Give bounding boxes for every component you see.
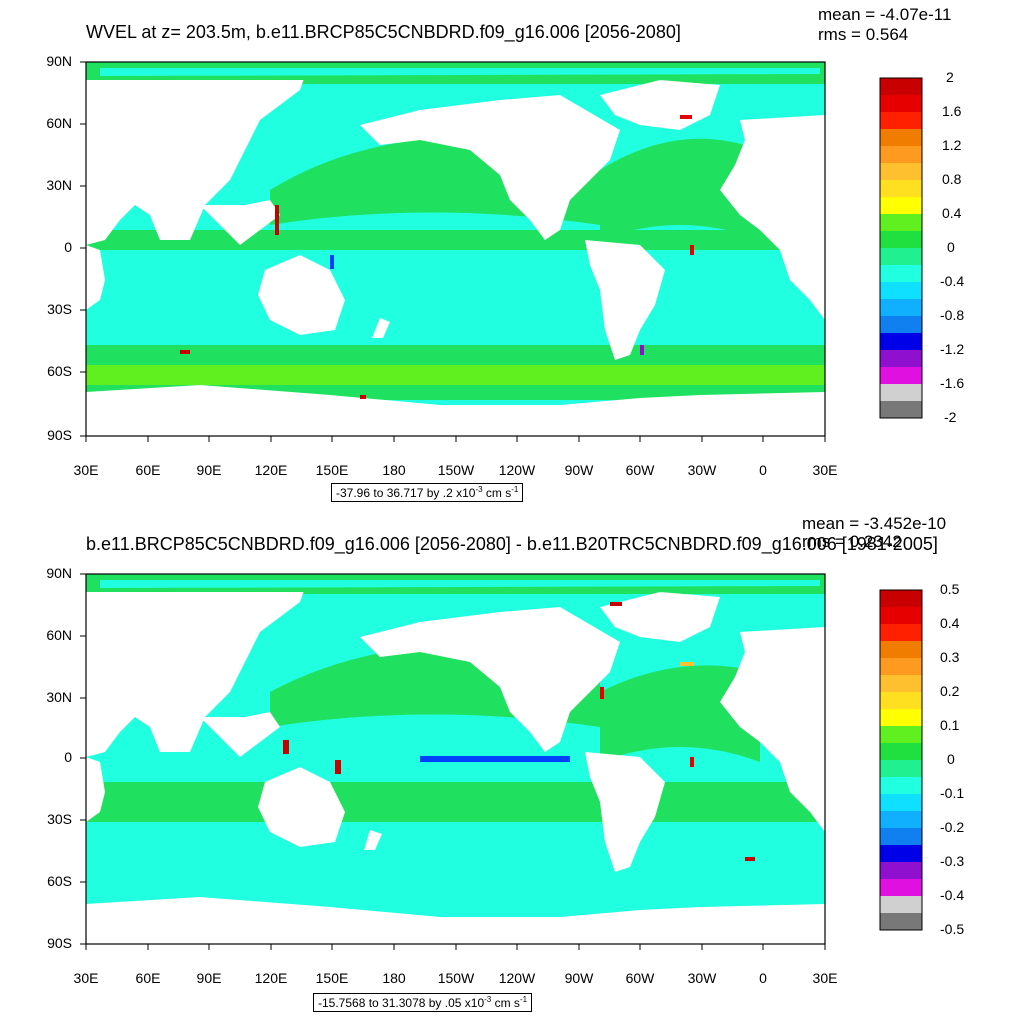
colorbar-label: 1.6 — [942, 103, 962, 119]
lat-label: 30S — [47, 811, 72, 827]
contour-caption: -37.96 to 36.717 by .2 x10-3 cm s-1 — [331, 483, 524, 502]
panel-top: WVEL at z= 203.5m, b.e11.BRCP85C5CNBDRD.… — [46, 5, 965, 502]
lon-label: 150W — [437, 970, 475, 986]
lon-label: 60E — [135, 462, 161, 478]
lon-label: 180 — [382, 970, 406, 986]
lon-label: 30E — [73, 970, 99, 986]
lat-label: 30N — [46, 177, 72, 193]
colorbar-label: 0 — [947, 239, 955, 255]
lon-label: 60W — [625, 462, 655, 478]
lat-label: 30N — [46, 689, 72, 705]
colorbar-label: 0 — [947, 751, 955, 767]
lon-label: 120W — [498, 970, 536, 986]
mean-stat: mean = -3.452e-10 — [802, 514, 947, 533]
caption-exponent: -3 — [475, 485, 483, 494]
lon-label: 150E — [315, 970, 349, 986]
colorbar-label: 0.5 — [940, 581, 960, 597]
land — [86, 574, 825, 944]
rms-stat: rms = 0.564 — [818, 25, 909, 44]
lon-label: 90E — [196, 970, 222, 986]
axis-ticks — [80, 573, 826, 950]
map-plot — [80, 61, 923, 442]
lat-label: 90N — [46, 565, 72, 581]
lon-label: 120E — [254, 462, 288, 478]
colorbar-label: 0.4 — [942, 205, 962, 221]
axis-ticks — [80, 61, 826, 442]
lon-label: 180 — [382, 462, 406, 478]
colorbar-label: -0.5 — [940, 921, 965, 937]
lon-label: 120W — [498, 462, 536, 478]
land — [86, 62, 825, 436]
caption-unit-exponent: -1 — [519, 995, 528, 1004]
lat-label: 60S — [47, 873, 72, 889]
map-title: WVEL at z= 203.5m, b.e11.BRCP85C5CNBDRD.… — [86, 22, 681, 42]
colorbar-label: 0.3 — [940, 649, 960, 665]
map-plot — [80, 573, 923, 950]
panel-bottom: b.e11.BRCP85C5CNBDRD.f09_g16.006 [2056-2… — [0, 512, 1024, 1024]
lon-label: 30E — [812, 970, 838, 986]
lon-label: 0 — [759, 462, 767, 478]
lat-label: 0 — [64, 239, 72, 255]
colorbar-label: -2 — [944, 409, 957, 425]
coastal-features — [180, 115, 694, 399]
caption-text: -37.96 to 36.717 by .2 x10 — [336, 486, 476, 500]
lon-label: 150W — [437, 462, 475, 478]
colorbar-label: -0.8 — [940, 307, 965, 323]
caption-exponent: -3 — [484, 995, 492, 1004]
map-frame — [85, 573, 826, 945]
map-title: b.e11.BRCP85C5CNBDRD.f09_g16.006 [2056-2… — [86, 534, 938, 554]
caption-unit: cm s — [491, 996, 520, 1010]
colorbar-label: 0.1 — [940, 717, 960, 733]
lon-label: 30W — [687, 462, 717, 478]
lat-label: 60N — [46, 115, 72, 131]
lon-label: 0 — [759, 970, 767, 986]
lon-label: 30E — [812, 462, 838, 478]
colorbar-label: -0.2 — [940, 819, 965, 835]
colorbar — [879, 589, 923, 931]
mean-stat: mean = -4.07e-11 — [818, 5, 952, 24]
colorbar — [879, 77, 923, 419]
lat-label: 90S — [47, 935, 72, 951]
caption-text: -15.7568 to 31.3078 by .05 x10 — [318, 996, 485, 1010]
colorbar-label: -1.2 — [940, 341, 965, 357]
colorbar-label: 0.8 — [942, 171, 962, 187]
map-frame — [85, 61, 826, 437]
colorbar-label: 2 — [946, 69, 954, 85]
lon-label: 90E — [196, 462, 222, 478]
caption-unit-exponent: -1 — [511, 485, 519, 494]
coastal-features — [283, 602, 755, 861]
colorbar-label: 0.4 — [940, 615, 960, 631]
lat-label: 60S — [47, 363, 72, 379]
lon-label: 60E — [135, 970, 161, 986]
lon-label: 120E — [254, 970, 288, 986]
lon-label: 30W — [687, 970, 717, 986]
lon-label: 60W — [625, 970, 655, 986]
lat-label: 0 — [64, 749, 72, 765]
lat-label: 30S — [47, 301, 72, 317]
lon-label: 90W — [564, 970, 594, 986]
lat-label: 60N — [46, 627, 72, 643]
lat-label: 90S — [47, 427, 72, 443]
lon-label: 90W — [564, 462, 594, 478]
lon-label: 150E — [315, 462, 349, 478]
colorbar-label: -0.4 — [940, 887, 965, 903]
colorbar-label: 1.2 — [942, 137, 962, 153]
colorbar-label: -1.6 — [940, 375, 965, 391]
colorbar-label: -0.1 — [940, 785, 965, 801]
caption-unit: cm s — [482, 486, 512, 500]
colorbar-label: -0.4 — [940, 273, 965, 289]
contour-caption: -15.7568 to 31.3078 by .05 x10-3 cm s-1 — [313, 993, 533, 1012]
colorbar-label: -0.3 — [940, 853, 965, 869]
rms-stat: rms = 0.2342 — [802, 532, 902, 551]
lat-label: 90N — [46, 53, 72, 69]
lon-label: 30E — [73, 462, 99, 478]
colorbar-label: 0.2 — [940, 683, 960, 699]
